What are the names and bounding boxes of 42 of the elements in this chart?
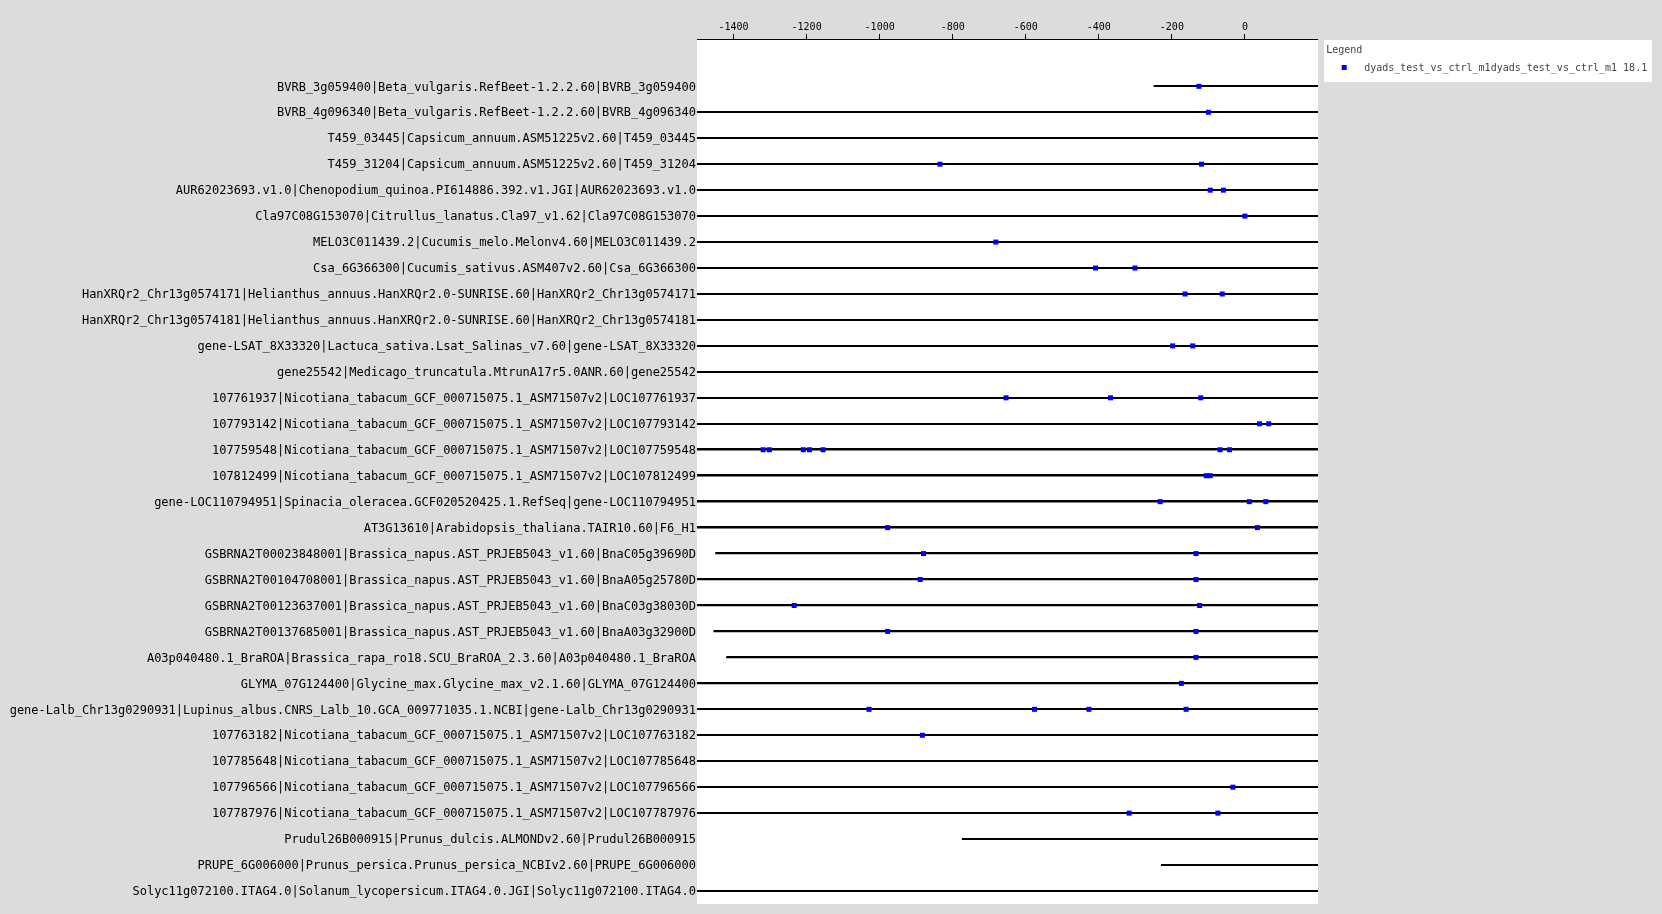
y-tick-label: gene-LOC110794951|Spinacia_oleracea.GCF020520425.1.RefSeq|gene-LOC110794951 bbox=[154, 494, 696, 509]
x-tick-label: -600 bbox=[1013, 21, 1038, 32]
x-tick-label: -800 bbox=[940, 21, 965, 32]
y-tick-label: PRUPE_6G006000|Prunus_persica.Prunus_persica_NCBIv2.60|PRUPE_6G006000 bbox=[197, 858, 696, 873]
y-tick-label: 107812499|Nicotiana_tabacum_GCF_000715075.1_ASM71507v2|LOC107812499 bbox=[211, 468, 696, 483]
x-tick-label: -400 bbox=[1086, 21, 1111, 32]
y-tick-label: 107759548|Nicotiana_tabacum_GCF_000715075.1_ASM71507v2|LOC107759548 bbox=[211, 442, 696, 457]
y-tick-label: AT3G13610|Arabidopsis_thaliana.TAIR10.60|F6_H1 bbox=[363, 520, 696, 535]
y-tick-label: 107785648|Nicotiana_tabacum_GCF_000715075.1_ASM71507v2|LOC107785648 bbox=[211, 754, 696, 769]
y-tick-label: BVRB_4g096340|Beta_vulgaris.RefBeet-1.2.2.60|BVRB_4g096340 bbox=[276, 105, 696, 120]
y-tick-label: HanXRQr2_Chr13g0574181|Helianthus_annuus.HanXRQr2.0-SUNRISE.60|HanXRQr2_Chr13g0574181 bbox=[81, 313, 696, 328]
y-tick-label: 107793142|Nicotiana_tabacum_GCF_000715075.1_ASM71507v2|LOC107793142 bbox=[211, 416, 696, 431]
y-tick-label: gene-Lalb_Chr13g0290931|Lupinus_albus.CNRS_Lalb_10.GCA_009771035.1.NCBI|gene-Lalb_Chr13g0290931 bbox=[9, 702, 696, 717]
x-tick-label: -1400 bbox=[718, 21, 749, 32]
legend-title: Legend bbox=[1326, 44, 1363, 55]
y-tick-label: gene25542|Medicago_truncatula.MtrunA17r5.0ANR.60|gene25542 bbox=[276, 365, 696, 380]
y-tick-label: gene-LSAT_8X33320|Lactuca_sativa.Lsat_Salinas_v7.60|gene-LSAT_8X33320 bbox=[197, 339, 696, 354]
legend-label: dyads_test_vs_ctrl_m1dyads_test_vs_ctrl_m1 18.1 bbox=[1364, 62, 1648, 75]
y-tick-label: 107761937|Nicotiana_tabacum_GCF_000715075.1_ASM71507v2|LOC107761937 bbox=[211, 391, 696, 406]
y-tick-label: 107787976|Nicotiana_tabacum_GCF_000715075.1_ASM71507v2|LOC107787976 bbox=[211, 806, 696, 821]
y-tick-label: GSBRNA2T00023848001|Brassica_napus.AST_PRJEB5043_v1.60|BnaC05g39690D bbox=[204, 546, 696, 561]
y-tick-label: 107796566|Nicotiana_tabacum_GCF_000715075.1_ASM71507v2|LOC107796566 bbox=[211, 780, 696, 795]
x-tick-label: -1000 bbox=[864, 21, 895, 32]
y-tick-label: T459_31204|Capsicum_annuum.ASM51225v2.60|T459_31204 bbox=[327, 157, 696, 172]
y-tick-label: GSBRNA2T00137685001|Brassica_napus.AST_PRJEB5043_v1.60|BnaA03g32900D bbox=[204, 624, 696, 639]
y-tick-label: AUR62023693.v1.0|Chenopodium_quinoa.PI614886.392.v1.JGI|AUR62023693.v1.0 bbox=[175, 183, 696, 198]
y-tick-label: GSBRNA2T00104708001|Brassica_napus.AST_PRJEB5043_v1.60|BnaA05g25780D bbox=[204, 572, 696, 587]
y-tick-label: HanXRQr2_Chr13g0574171|Helianthus_annuus.HanXRQr2.0-SUNRISE.60|HanXRQr2_Chr13g0574171 bbox=[81, 287, 696, 302]
x-tick-label: -1200 bbox=[791, 21, 822, 32]
y-tick-label: Prudul26B000915|Prunus_dulcis.ALMONDv2.60|Prudul26B000915 bbox=[284, 832, 696, 847]
y-tick-label: Csa_6G366300|Cucumis_sativus.ASM407v2.60|Csa_6G366300 bbox=[313, 261, 696, 276]
y-tick-label: A03p040480.1_BraROA|Brassica_rapa_ro18.SCU_BraROA_2.3.60|A03p040480.1_BraROA bbox=[146, 650, 697, 665]
y-tick-label: Solyc11g072100.ITAG4.0|Solanum_lycopersicum.ITAG4.0.JGI|Solyc11g072100.ITAG4.0 bbox=[132, 884, 696, 899]
y-tick-label: 107763182|Nicotiana_tabacum_GCF_000715075.1_ASM71507v2|LOC107763182 bbox=[211, 728, 696, 743]
y-tick-label: BVRB_3g059400|Beta_vulgaris.RefBeet-1.2.2.60|BVRB_3g059400 bbox=[276, 79, 696, 94]
y-tick-label: Cla97C08G153070|Citrullus_lanatus.Cla97_v1.62|Cla97C08G153070 bbox=[255, 209, 696, 224]
y-tick-label: MELO3C011439.2|Cucumis_melo.Melonv4.60|MELO3C011439.2 bbox=[313, 235, 696, 250]
x-tick-label: -200 bbox=[1159, 21, 1184, 32]
x-tick-label: 0 bbox=[1241, 21, 1248, 32]
y-tick-label: T459_03445|Capsicum_annuum.ASM51225v2.60|T459_03445 bbox=[327, 131, 696, 146]
y-tick-label: GSBRNA2T00123637001|Brassica_napus.AST_PRJEB5043_v1.60|BnaC03g38030D bbox=[204, 598, 696, 613]
y-tick-label: GLYMA_07G124400|Glycine_max.Glycine_max_v2.1.60|GLYMA_07G124400 bbox=[240, 676, 696, 691]
